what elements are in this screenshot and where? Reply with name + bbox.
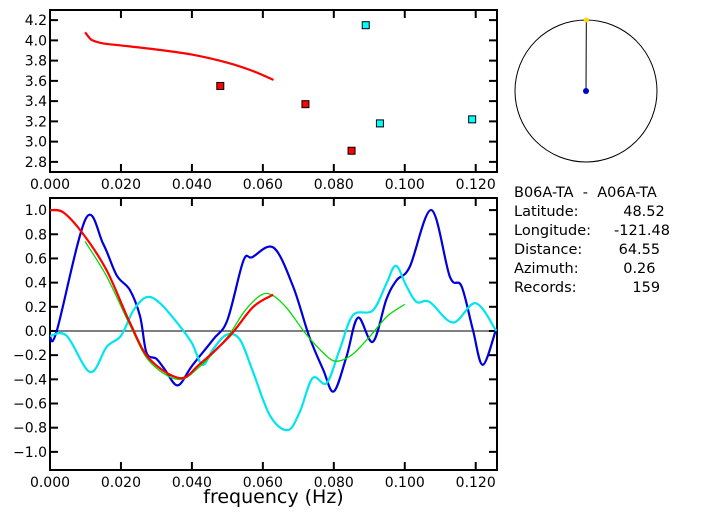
series-line <box>84 241 406 381</box>
station-info-panel: B06A-TA - A06A-TA Latitude: 48.52 Longit… <box>514 184 700 298</box>
data-point <box>361 21 370 30</box>
info-label: Longitude: <box>514 223 592 239</box>
x-tick-label: 0.100 <box>385 177 425 193</box>
y-tick-label: −0.6 <box>13 397 47 413</box>
info-label: Distance: <box>514 242 583 258</box>
y-tick-label: 3.0 <box>25 135 47 151</box>
series-line <box>49 208 274 380</box>
y-tick-label: 3.6 <box>25 74 47 90</box>
data-point <box>468 115 477 124</box>
x-tick-label: 0.060 <box>243 475 283 491</box>
x-tick-label: 0.020 <box>101 475 141 491</box>
info-row-latitude: Latitude: 48.52 <box>514 203 700 222</box>
station-marker <box>583 17 589 23</box>
series-line <box>49 264 498 432</box>
series-line <box>48 208 498 393</box>
x-tick-label: 0.000 <box>30 177 70 193</box>
info-label: Records: <box>514 280 577 296</box>
y-tick-label: 0.0 <box>25 324 47 340</box>
y-tick-label: 1.0 <box>25 203 47 219</box>
x-tick-label: 0.120 <box>456 177 496 193</box>
series-line <box>84 31 274 81</box>
y-tick-label: −0.4 <box>13 372 47 388</box>
x-tick-label: 0.020 <box>101 177 141 193</box>
x-axis-label: frequency (Hz) <box>203 486 343 508</box>
x-tick-label: 0.040 <box>172 475 212 491</box>
info-label: Latitude: <box>514 204 579 220</box>
y-tick-label: −0.2 <box>13 348 47 364</box>
info-row-distance: Distance: 64.55 <box>514 241 700 260</box>
x-tick-label: 0.100 <box>385 475 425 491</box>
center-marker <box>583 88 589 94</box>
data-point <box>216 81 225 90</box>
data-point <box>375 119 384 128</box>
info-row-azimuth: Azimuth: 0.26 <box>514 260 700 279</box>
y-tick-label: 0.8 <box>25 227 47 243</box>
y-tick-label: 4.0 <box>25 33 47 49</box>
plot-frame <box>49 9 498 173</box>
y-tick-label: 0.2 <box>25 300 47 316</box>
y-tick-label: −0.8 <box>13 421 47 437</box>
y-tick-label: 3.8 <box>25 54 47 70</box>
y-tick-label: 3.4 <box>25 94 47 110</box>
x-tick-label: 0.120 <box>456 475 496 491</box>
y-tick-label: 0.4 <box>25 276 47 292</box>
x-tick-label: 0.060 <box>243 177 283 193</box>
data-point <box>301 100 310 109</box>
info-value: -121.48 <box>614 223 670 239</box>
plot-frame <box>49 197 498 471</box>
x-tick-label: 0.040 <box>172 177 212 193</box>
info-value: 0.26 <box>614 261 656 277</box>
info-row-records: Records: 159 <box>514 279 700 298</box>
y-tick-label: 2.8 <box>25 155 47 171</box>
y-tick-label: 0.6 <box>25 251 47 267</box>
info-label: Azimuth: <box>514 261 579 277</box>
x-tick-label: 0.000 <box>30 475 70 491</box>
x-tick-label: 0.080 <box>314 475 354 491</box>
info-row-longitude: Longitude: -121.48 <box>514 222 700 241</box>
x-tick-label: 0.080 <box>314 177 354 193</box>
info-value: 48.52 <box>614 204 665 220</box>
station-pair: B06A-TA - A06A-TA <box>514 185 657 201</box>
y-tick-label: −1.0 <box>13 445 47 461</box>
y-tick-label: 4.2 <box>25 13 47 29</box>
info-value: 159 <box>614 280 661 296</box>
info-value: 64.55 <box>614 242 661 258</box>
y-tick-label: 3.2 <box>25 114 47 130</box>
data-point <box>347 146 356 155</box>
